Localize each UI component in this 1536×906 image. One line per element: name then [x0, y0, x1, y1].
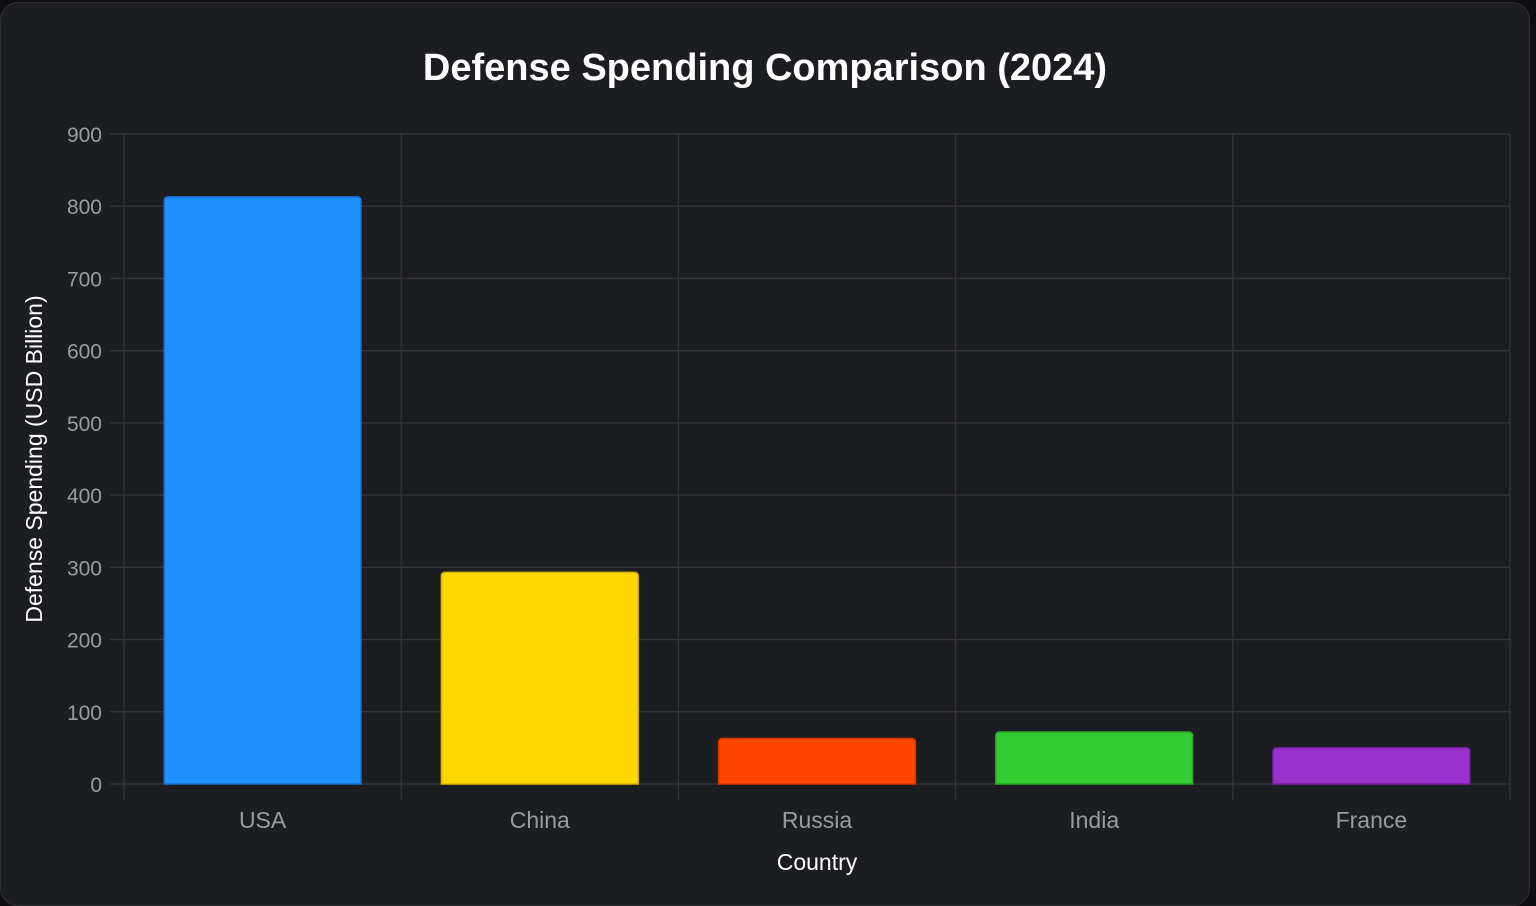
bar-usa[interactable] — [163, 196, 362, 785]
y-tick-label: 900 — [67, 124, 102, 147]
x-tick-label: USA — [239, 807, 287, 833]
x-tick-label: China — [510, 807, 570, 833]
y-tick-label: 400 — [67, 485, 102, 508]
x-axis-ticks: USA China Russia India France — [239, 807, 1407, 833]
y-tick-label: 200 — [67, 630, 102, 653]
x-tick-label: India — [1069, 807, 1119, 833]
y-tick-label: 500 — [67, 413, 102, 436]
bar-russia[interactable] — [717, 737, 917, 785]
y-axis-ticks: 0 100 200 300 400 500 600 700 800 900 — [67, 124, 102, 797]
chart-title: Defense Spending Comparison (2024) — [422, 47, 1108, 89]
y-tick-label: 300 — [67, 557, 102, 580]
y-axis-label: Defense Spending (USD Billion) — [21, 295, 47, 622]
y-tick-label: 0 — [90, 774, 102, 797]
y-tick-label: 100 — [67, 702, 102, 725]
y-tick-label: 800 — [67, 196, 102, 219]
bar-india[interactable] — [995, 731, 1194, 785]
bar-china[interactable] — [440, 571, 639, 785]
x-tick-label: Russia — [782, 807, 853, 833]
y-tick-label: 600 — [67, 341, 102, 364]
x-tick-label: France — [1336, 807, 1408, 833]
y-tick-label: 700 — [67, 268, 102, 291]
bars — [163, 196, 1471, 785]
x-axis-label: Country — [777, 849, 858, 875]
bar-france[interactable] — [1272, 747, 1471, 785]
